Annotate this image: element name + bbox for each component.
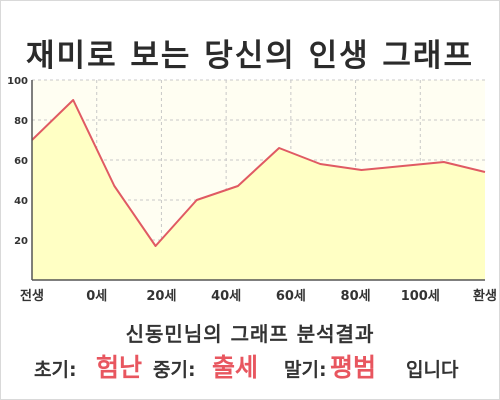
y-tick-label-0: 20 xyxy=(14,236,28,247)
x-tick-label-0: 전생 xyxy=(20,288,44,304)
y-tick-label-3: 80 xyxy=(14,116,28,127)
x-tick-label-4: 60세 xyxy=(276,289,306,304)
x-tick-label-6: 100세 xyxy=(401,289,440,304)
analysis-title: 신동민님의 그래프 분석결과 xyxy=(125,322,375,346)
x-tick-label-5: 80세 xyxy=(341,289,371,304)
x-tick-label-7: 환생 xyxy=(473,288,497,304)
early-label: 초기: xyxy=(34,359,77,381)
y-tick-label-2: 60 xyxy=(14,156,28,167)
analysis-result: 초기: 험난 중기: 출세 말기: 평범 입니다 xyxy=(0,345,500,385)
late-label: 말기: xyxy=(284,359,327,381)
series-line xyxy=(31,99,486,247)
x-tick-label-3: 40세 xyxy=(211,289,241,304)
y-tick-label-1: 40 xyxy=(14,196,28,207)
mid-value: 출세 xyxy=(212,353,259,382)
suffix-text: 입니다 xyxy=(406,359,459,381)
x-tick-label-2: 20세 xyxy=(146,289,176,304)
late-value: 평범 xyxy=(330,353,377,382)
page-title: 재미로 보는 당신의 인생 그래프 xyxy=(26,38,474,74)
early-value: 험난 xyxy=(96,353,143,382)
mid-label: 중기: xyxy=(153,359,196,381)
y-tick-label-4: 100 xyxy=(7,76,28,87)
area-fill xyxy=(32,100,485,280)
x-tick-label-1: 0세 xyxy=(86,289,107,304)
